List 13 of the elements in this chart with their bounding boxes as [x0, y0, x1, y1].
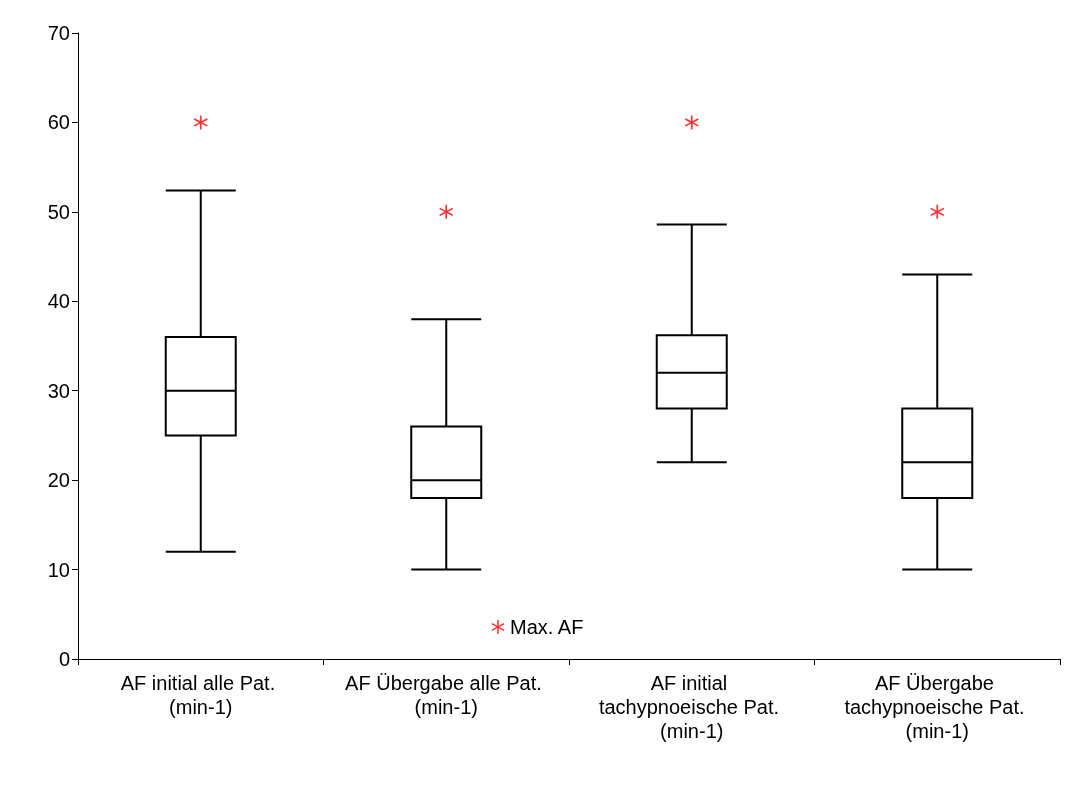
y-tick-label: 50: [47, 200, 70, 223]
y-tick-label: 70: [47, 22, 70, 44]
y-tick-label: 20: [47, 469, 70, 492]
x-tick-label: AF Übergabe tachypnoeische Pat. (min-1): [844, 672, 1031, 742]
y-tick-label: 0: [58, 648, 70, 670]
legend-label: Max. AF: [510, 616, 584, 638]
x-tick-label: AF initial alle Pat. (min-1): [120, 672, 281, 718]
y-tick-label: 60: [47, 111, 70, 134]
x-tick-label: AF Übergabe alle Pat. (min-1): [345, 672, 548, 718]
x-tick-label: AF initial tachypnoeische Pat. (min-1): [598, 672, 785, 742]
y-tick-label: 10: [47, 558, 70, 581]
y-tick-label: 30: [47, 379, 70, 402]
y-tick-label: 40: [47, 290, 70, 313]
